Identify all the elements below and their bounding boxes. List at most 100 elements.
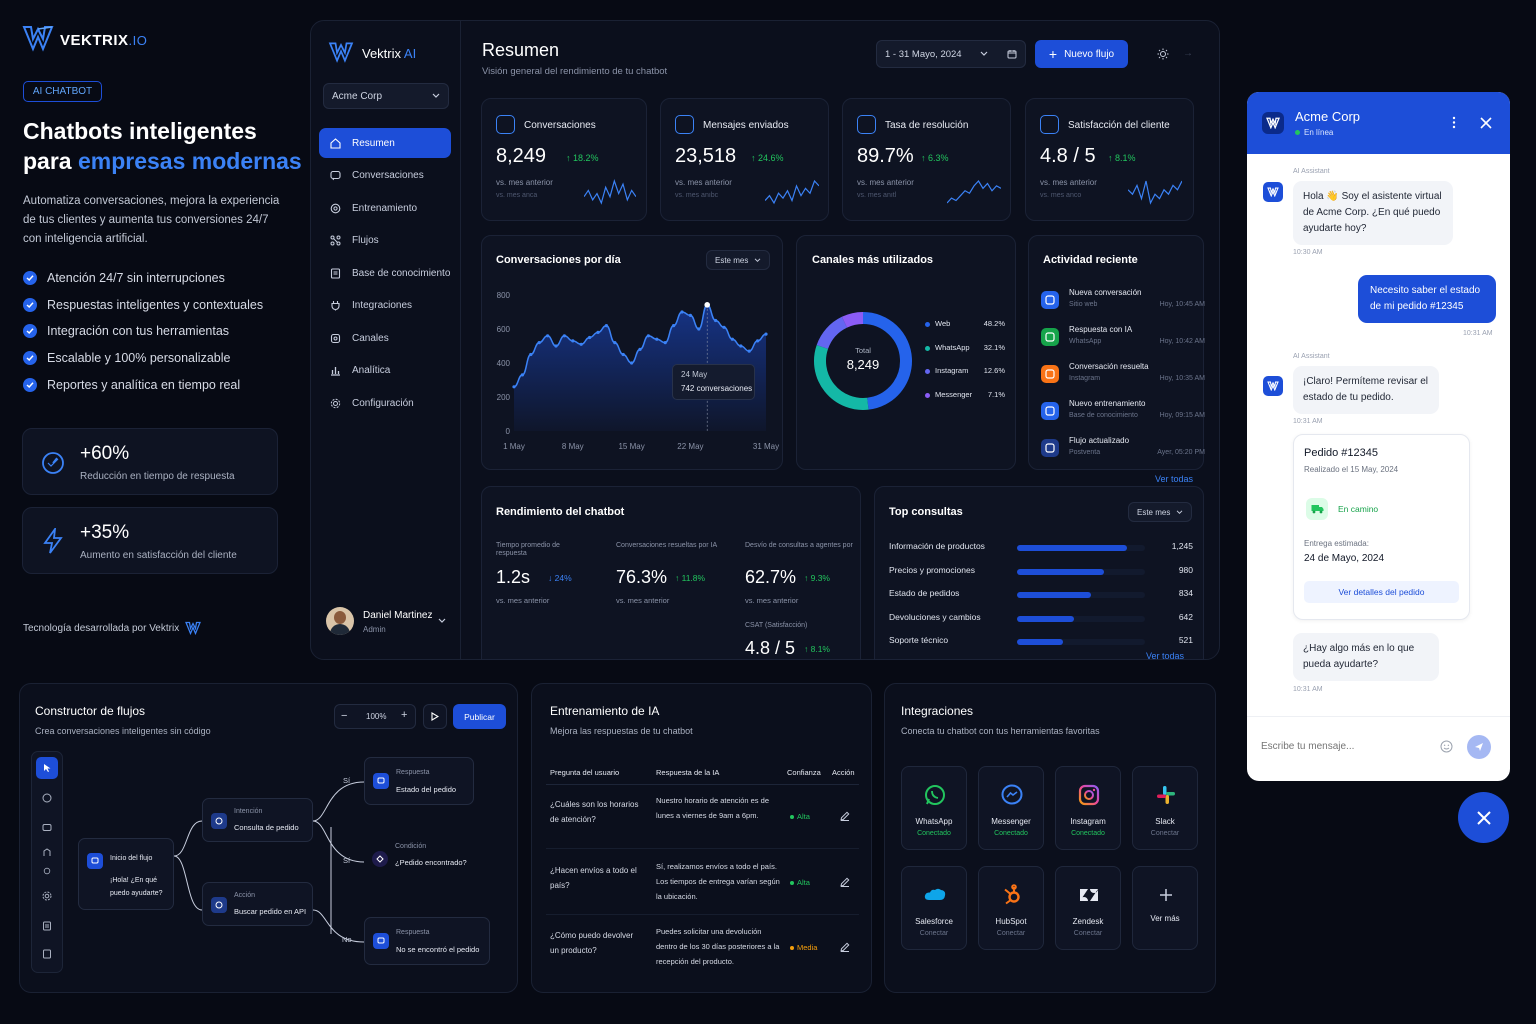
more-options-icon[interactable]	[1452, 116, 1456, 129]
integration-card[interactable]: HubSpot Conectar	[978, 866, 1044, 950]
data-point	[520, 373, 524, 377]
settings-tool-icon[interactable]	[36, 885, 58, 907]
y-tick-label: 600	[497, 325, 511, 334]
sidebar-item-conversaciones[interactable]: Conversaciones	[319, 160, 451, 190]
chat-message-bot: Hola 👋 Soy el asistente virtual de Acme …	[1293, 181, 1453, 245]
chat-status: En línea	[1295, 128, 1333, 137]
sidebar-item-integraciones[interactable]: Integraciones	[319, 290, 451, 320]
date-range-picker[interactable]: 1 - 31 Mayo, 2024	[876, 40, 1026, 68]
activity-item[interactable]: Flujo actualizado Postventa Ayer, 05:20 PM	[1041, 436, 1205, 466]
integrations-panel: Integraciones Conecta tu chatbot con tus…	[884, 683, 1216, 993]
sidebar-item-configuracion[interactable]: Configuración	[319, 388, 451, 418]
metric-value: 62.7%	[745, 567, 797, 587]
condition-tool-icon[interactable]	[36, 842, 58, 864]
kpi-title: Mensajes enviados	[703, 120, 789, 131]
branch-label-no: No	[342, 935, 352, 944]
activity-item[interactable]: Respuesta con IA WhatsApp Hoy, 10:42 AM	[1041, 325, 1205, 355]
collapse-arrow-icon[interactable]: →	[1183, 48, 1193, 59]
kpi-sub2: vs. mes anco	[1040, 192, 1082, 199]
cursor-tool-icon[interactable]	[36, 757, 58, 779]
activity-item[interactable]: Conversación resuelta Instagram Hoy, 10:35…	[1041, 362, 1205, 392]
emoji-icon[interactable]	[1440, 740, 1453, 753]
activity-time: Hoy, 09:15 AM	[1159, 412, 1205, 419]
zoom-out-button[interactable]: −	[341, 710, 348, 722]
query-bar-fill	[1017, 568, 1104, 575]
user-menu-chevron-icon[interactable]	[438, 618, 446, 624]
sidebar-item-entrenamiento[interactable]: Entrenamiento	[319, 193, 451, 223]
legend-dot-icon	[925, 392, 930, 398]
edit-icon[interactable]	[840, 942, 850, 952]
activity-item[interactable]: Nueva conversación Sitio web Hoy, 10:45 AM	[1041, 288, 1205, 318]
flow-node-intent[interactable]: Intención Consulta de pedido	[202, 798, 313, 842]
bot-avatar-icon	[1263, 182, 1283, 202]
period-select[interactable]: Este mes	[706, 250, 770, 270]
activity-icon	[1041, 402, 1059, 420]
sparkline-path	[584, 179, 636, 205]
plug-icon	[331, 300, 340, 310]
chat-tool-icon[interactable]	[36, 817, 58, 839]
chat-icon	[373, 933, 389, 949]
query-row: Soporte técnico 521	[889, 635, 1193, 649]
data-point	[630, 361, 634, 365]
zoom-control: − 100% +	[334, 704, 416, 729]
data-point	[672, 324, 676, 328]
edit-icon[interactable]	[840, 811, 850, 821]
api-tool-icon[interactable]	[36, 860, 58, 882]
data-point	[571, 339, 575, 343]
see-all-activity-link[interactable]: Ver todas	[1155, 474, 1194, 484]
message-tool-icon[interactable]	[36, 787, 58, 809]
legend-item: Instagram 12.6%	[925, 366, 1005, 378]
chat-message-input[interactable]	[1261, 734, 1431, 758]
page-title: Resumen	[482, 40, 560, 60]
see-all-queries-link[interactable]: Ver todas	[1146, 651, 1185, 661]
flow-node-response-2[interactable]: Respuesta No se encontró el pedido	[364, 917, 490, 965]
send-button[interactable]	[1467, 735, 1491, 759]
list-tool-icon[interactable]	[36, 943, 58, 965]
sidebar-item-flujos[interactable]: Flujos	[319, 225, 451, 255]
flow-node-response-1[interactable]: Respuesta Estado del pedido	[364, 757, 474, 805]
publish-button[interactable]: Publicar	[453, 704, 506, 729]
flow-node-action[interactable]: Acción Buscar pedido en API	[202, 882, 313, 926]
integration-card[interactable]: Instagram Conectado	[1055, 766, 1121, 850]
zoom-in-button[interactable]: +	[401, 709, 408, 721]
close-icon[interactable]	[1480, 117, 1492, 129]
document-tool-icon[interactable]	[36, 915, 58, 937]
bot-avatar-icon	[1263, 376, 1283, 396]
metric-delta: ↑ 8.1%	[804, 644, 830, 654]
sidebar-item-canales[interactable]: Canales	[319, 323, 451, 353]
activity-item[interactable]: Nuevo entrenamiento Base de conocimiento H…	[1041, 399, 1205, 429]
confidence-badge: Alta	[790, 812, 810, 821]
sidebar-item-base-conocimiento[interactable]: Base de conocimiento	[319, 258, 451, 288]
flow-node-start[interactable]: Inicio del flujo ¡Hola! ¿En qué puedo ay…	[78, 838, 174, 910]
avatar[interactable]	[326, 607, 354, 635]
metric-sub: vs. mes anterior	[745, 596, 799, 605]
kpi-card-mensajes: Mensajes enviados 23,518 ↑ 24.6% vs. mes…	[660, 98, 829, 221]
new-flow-button[interactable]: + Nuevo flujo	[1035, 40, 1128, 68]
order-details-button[interactable]: Ver detalles del pedido	[1304, 581, 1459, 603]
flow-node-condition[interactable]: Condición ¿Pedido encontrado?	[364, 838, 474, 886]
integration-card[interactable]: Slack Conectar	[1132, 766, 1198, 850]
donut-slice	[862, 312, 912, 410]
flow-connectors	[173, 781, 365, 943]
play-button[interactable]	[423, 704, 447, 729]
integration-card[interactable]: WhatsApp Conectado	[901, 766, 967, 850]
sidebar-item-analitica[interactable]: Analítica	[319, 355, 451, 385]
data-point	[663, 341, 667, 345]
gear-icon	[330, 398, 341, 408]
edit-icon[interactable]	[840, 877, 850, 887]
workspace-select[interactable]: Acme Corp	[323, 83, 449, 109]
legend-value: 7.1%	[987, 389, 1005, 399]
data-point	[529, 352, 533, 357]
integration-card[interactable]: Messenger Conectado	[978, 766, 1044, 850]
theme-toggle-sun-icon[interactable]	[1148, 40, 1178, 68]
chat-close-fab[interactable]	[1458, 792, 1509, 843]
legend-item: Web 48.2%	[925, 319, 1005, 331]
kpi-sub2: vs. mes anıbc	[675, 192, 719, 199]
integration-card[interactable]: Ver más	[1132, 866, 1198, 950]
period-select[interactable]: Este mes	[1128, 502, 1192, 522]
training-answer: Sí, realizamos envíos a todo el país. Lo…	[656, 862, 780, 901]
integration-card[interactable]: Salesforce Conectar	[901, 866, 967, 950]
query-bar-track	[1017, 615, 1145, 622]
integration-card[interactable]: Zendesk Conectar	[1055, 866, 1121, 950]
sidebar-item-resumen[interactable]: Resumen	[319, 128, 451, 158]
